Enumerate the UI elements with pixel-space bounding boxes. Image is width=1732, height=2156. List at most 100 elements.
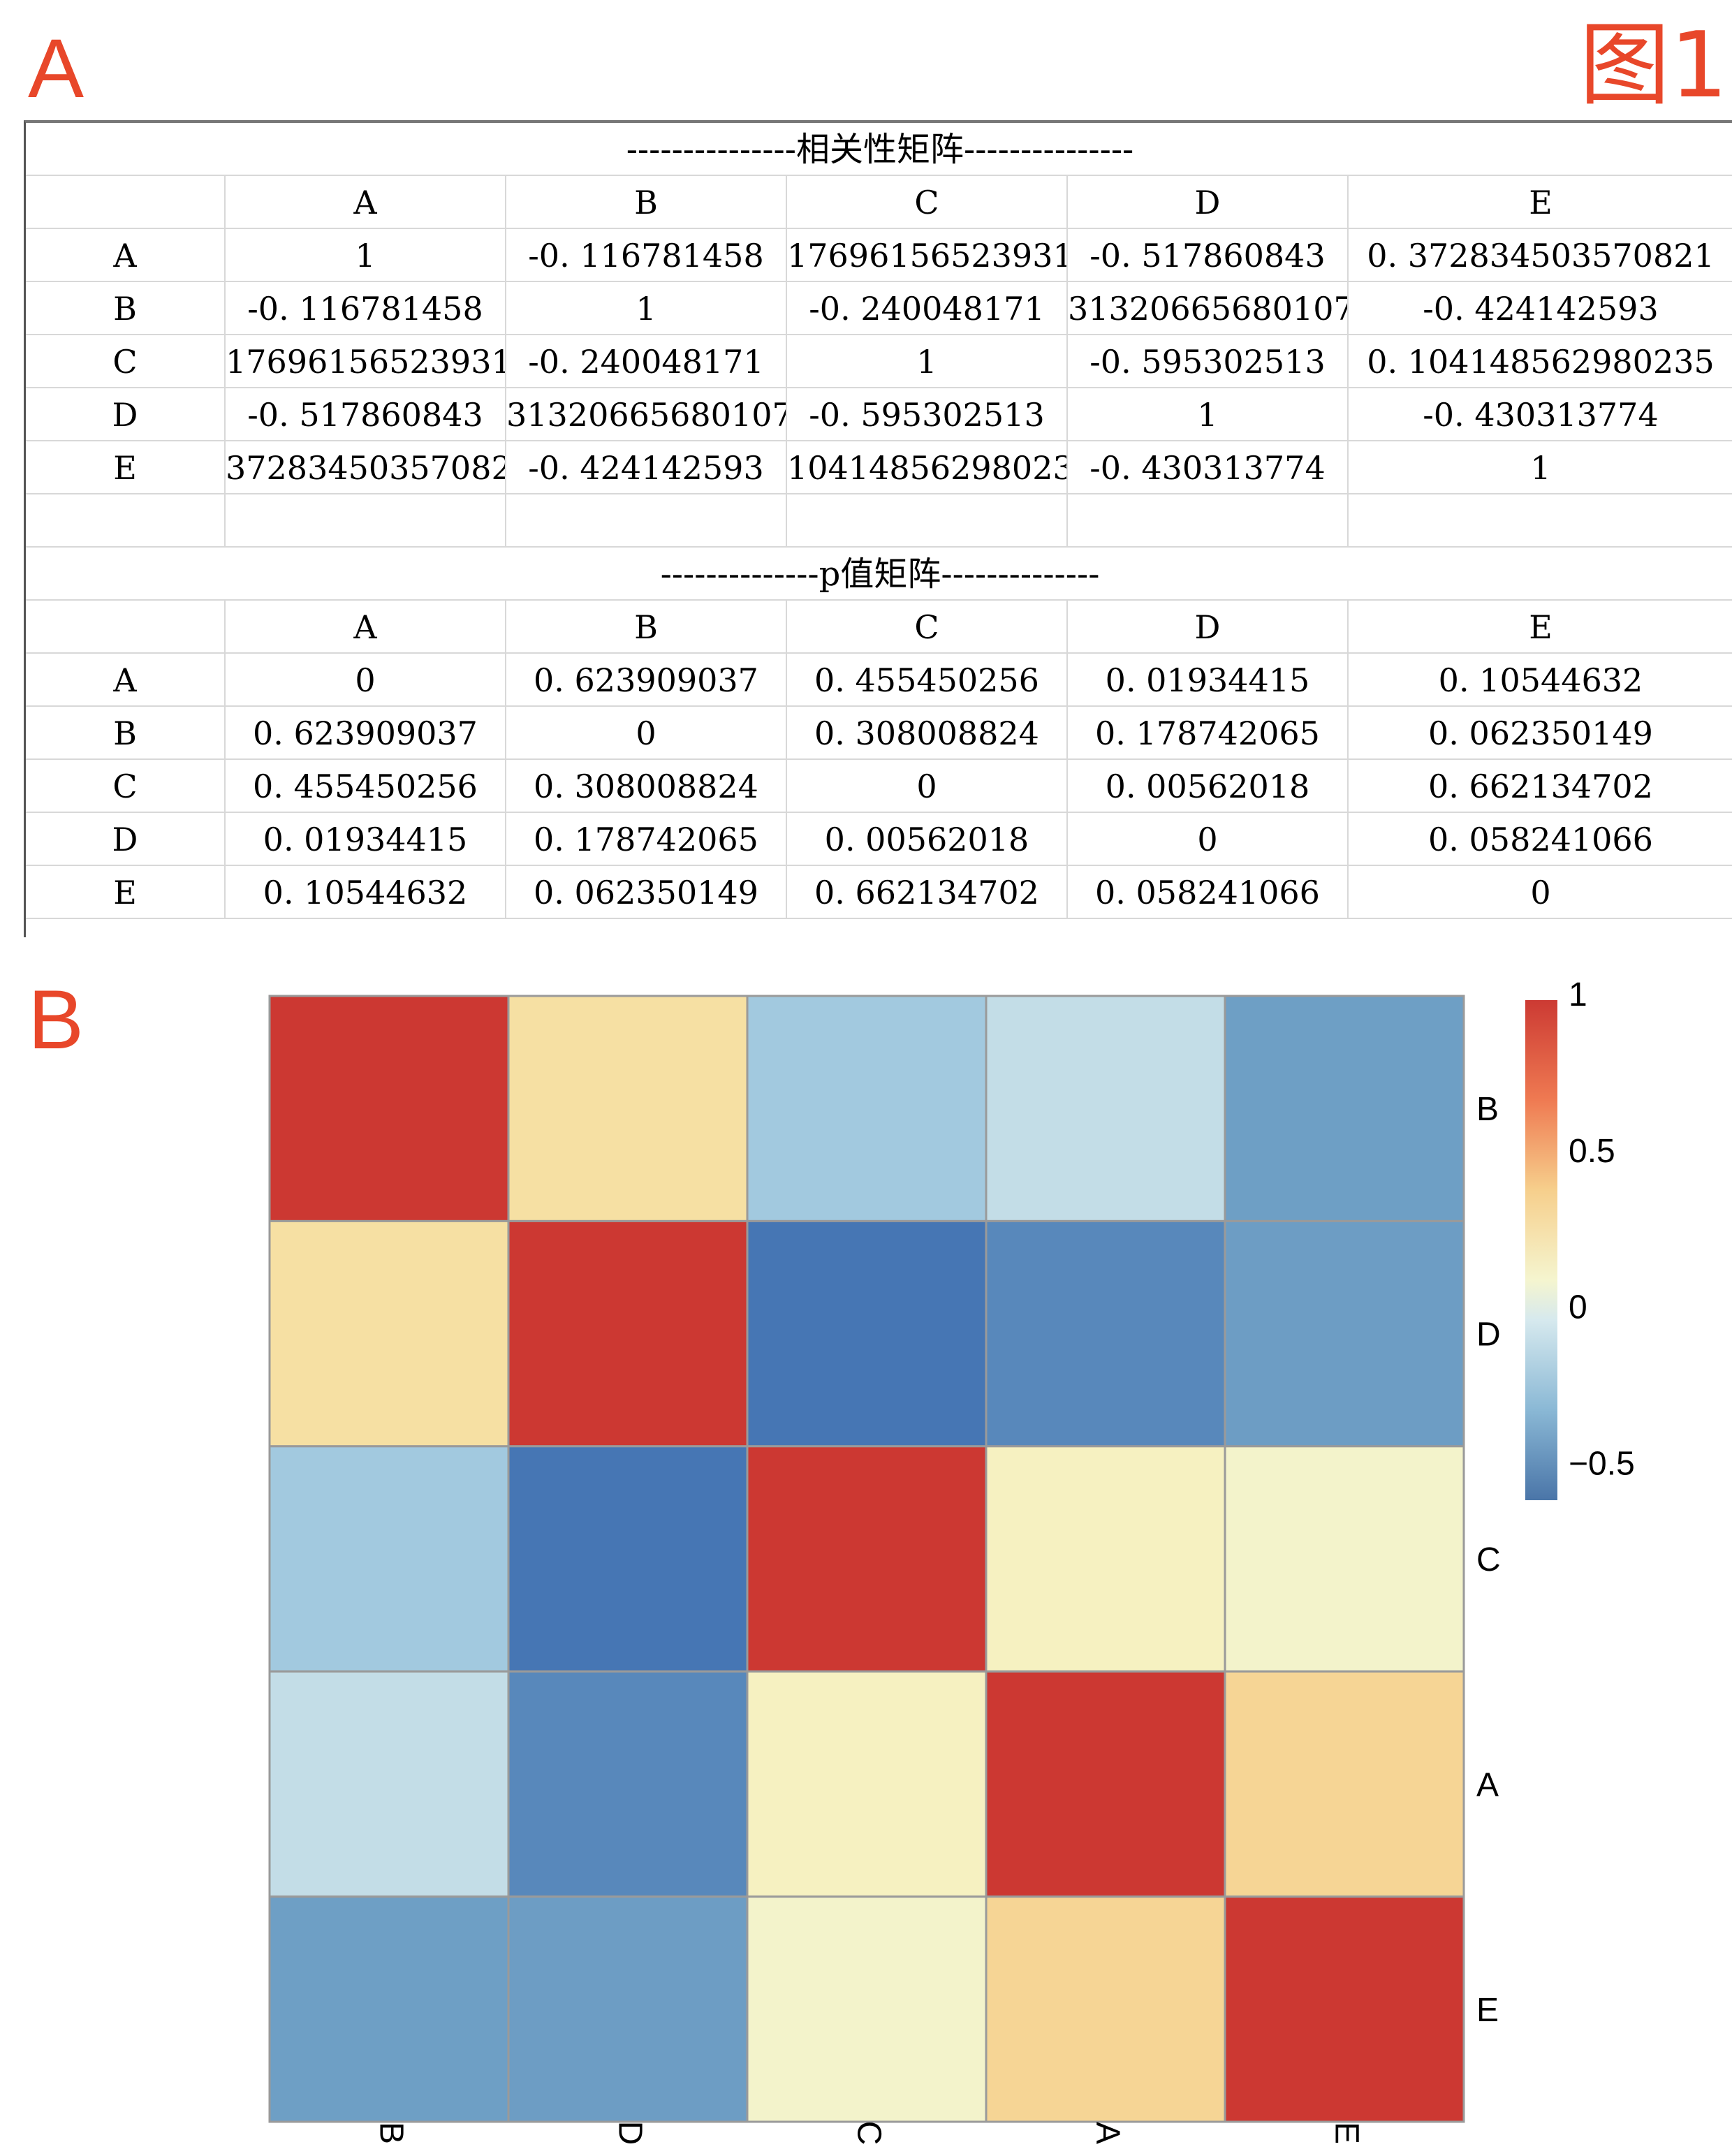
table-cell[interactable]: 0	[226, 654, 506, 707]
table-cell[interactable]: 0. 00562018	[1068, 760, 1349, 813]
table-cell[interactable]	[1068, 494, 1349, 548]
table-cell[interactable]: 1	[506, 282, 787, 335]
table-cell[interactable]	[26, 176, 226, 229]
table-cell[interactable]	[787, 494, 1068, 548]
table-cell[interactable]: B	[506, 176, 787, 229]
legend-tick-label: −0.5	[1569, 1445, 1635, 1482]
table-cell[interactable]: A	[26, 654, 226, 707]
table-cell[interactable]: 0. 104148562980235	[1349, 335, 1732, 388]
table-cell[interactable]: 0. 623909037	[226, 707, 506, 760]
table-cell[interactable]: 0. 058241066	[1068, 866, 1349, 919]
table-cell[interactable]: 1	[787, 335, 1068, 388]
table-cell[interactable]: E	[1349, 176, 1732, 229]
heatmap-cell	[1224, 1219, 1465, 1448]
table-cell[interactable]: 0. 623909037	[506, 654, 787, 707]
table-cell[interactable]: D	[1068, 601, 1349, 654]
table-cell[interactable]: 0. 00562018	[787, 813, 1068, 866]
table-cell[interactable]: D	[26, 388, 226, 441]
table-cell[interactable]: 0. 662134702	[787, 866, 1068, 919]
heatmap-col-label: B	[372, 2122, 409, 2144]
table-cell[interactable]: 0. 455450256	[787, 654, 1068, 707]
table-cell[interactable]: B	[26, 282, 226, 335]
table-cell[interactable]: B	[26, 707, 226, 760]
heatmap-cell	[507, 1895, 749, 2123]
table-cell[interactable]: 31320665680107	[1068, 282, 1349, 335]
table-cell[interactable]: A	[226, 176, 506, 229]
table-cell[interactable]: 0	[1068, 813, 1349, 866]
table-cell[interactable]: -0. 116781458	[226, 282, 506, 335]
table-cell[interactable]: -0. 595302513	[787, 388, 1068, 441]
table-cell[interactable]: E	[1349, 601, 1732, 654]
heatmap-cell	[1224, 1895, 1465, 2123]
heatmap-cell	[985, 1895, 1226, 2123]
table-cell[interactable]: 0	[1349, 866, 1732, 919]
table-cell[interactable]: -0. 424142593	[1349, 282, 1732, 335]
table-cell[interactable]: 0	[506, 707, 787, 760]
table-cell[interactable]: 17696156523931	[787, 229, 1068, 282]
heatmap-cell	[268, 995, 510, 1222]
table-cell[interactable]: C	[787, 176, 1068, 229]
table-cell[interactable]: 0. 308008824	[787, 707, 1068, 760]
table-cell[interactable]: 0	[787, 760, 1068, 813]
table-cell[interactable]: C	[26, 335, 226, 388]
table-cell[interactable]: 0. 662134702	[1349, 760, 1732, 813]
table-cell[interactable]: 0. 062350149	[506, 866, 787, 919]
table-cell[interactable]: D	[1068, 176, 1349, 229]
table-cell[interactable]: C	[787, 601, 1068, 654]
table-cell[interactable]: -0. 240048171	[506, 335, 787, 388]
table-cell[interactable]: 0. 10544632	[226, 866, 506, 919]
table-cell[interactable]: -0. 595302513	[1068, 335, 1349, 388]
table-cell[interactable]: A	[226, 601, 506, 654]
table-cell[interactable]: -0. 517860843	[226, 388, 506, 441]
table-row: C 17696156523931 -0. 240048171 1 -0. 5953025…	[26, 335, 1732, 388]
table-cell[interactable]: C	[26, 760, 226, 813]
table-cell[interactable]: D	[26, 813, 226, 866]
heatmap-cell	[268, 1219, 510, 1448]
table-cell[interactable]: 0. 372834503570821	[1349, 229, 1732, 282]
table-cell[interactable]: 0. 10544632	[1349, 654, 1732, 707]
table-cell[interactable]: 0. 455450256	[226, 760, 506, 813]
legend-colorbar	[1525, 1000, 1557, 1500]
heatmap-cell	[507, 1219, 749, 1448]
table-cell[interactable]: 0. 178742065	[1068, 707, 1349, 760]
heatmap-row-label: D	[1476, 1317, 1501, 1354]
table-cell[interactable]: 1	[226, 229, 506, 282]
corr-matrix-title-text: ---------------相关性矩阵---------------	[626, 130, 1134, 169]
table-cell[interactable]: 37283450357082	[226, 441, 506, 494]
table-cell[interactable]: -0. 116781458	[506, 229, 787, 282]
table-cell[interactable]: 0. 01934415	[226, 813, 506, 866]
table-cell[interactable]: 1	[1349, 441, 1732, 494]
table-cell[interactable]: B	[506, 601, 787, 654]
heatmap-cell	[746, 1445, 988, 1673]
table-cell[interactable]: -0. 430313774	[1068, 441, 1349, 494]
table-cell[interactable]: 0. 058241066	[1349, 813, 1732, 866]
table-cell[interactable]: 0. 178742065	[506, 813, 787, 866]
heatmap-cell	[507, 1670, 749, 1898]
table-cell[interactable]: 17696156523931	[226, 335, 506, 388]
table-cell[interactable]	[26, 494, 226, 548]
table-cell[interactable]	[26, 601, 226, 654]
heatmap-col-label: D	[611, 2121, 648, 2146]
table-cell[interactable]: -0. 240048171	[787, 282, 1068, 335]
panel-label-a: A	[28, 22, 85, 115]
table-cell[interactable]: 1	[1068, 388, 1349, 441]
heatmap-col-label: E	[1328, 2122, 1365, 2144]
table-cell[interactable]: 10414856298023	[787, 441, 1068, 494]
table-cell[interactable]: 0. 01934415	[1068, 654, 1349, 707]
heatmap-row-label: C	[1476, 1541, 1501, 1578]
table-cell[interactable]: 0. 308008824	[506, 760, 787, 813]
table-cell[interactable]: 0. 062350149	[1349, 707, 1732, 760]
heatmap-cell	[1224, 1445, 1465, 1673]
table-cell[interactable]: 31320665680107	[506, 388, 787, 441]
table-cell[interactable]: -0. 517860843	[1068, 229, 1349, 282]
table-cell[interactable]: E	[26, 441, 226, 494]
table-cell[interactable]: -0. 424142593	[506, 441, 787, 494]
heatmap-cell	[985, 1445, 1226, 1673]
table-cell[interactable]	[226, 494, 506, 548]
table-cell[interactable]	[506, 494, 787, 548]
table-cell[interactable]: A	[26, 229, 226, 282]
table-cell[interactable]: -0. 430313774	[1349, 388, 1732, 441]
p-matrix-title: --------------p值矩阵--------------	[26, 548, 1732, 601]
table-cell[interactable]: E	[26, 866, 226, 919]
